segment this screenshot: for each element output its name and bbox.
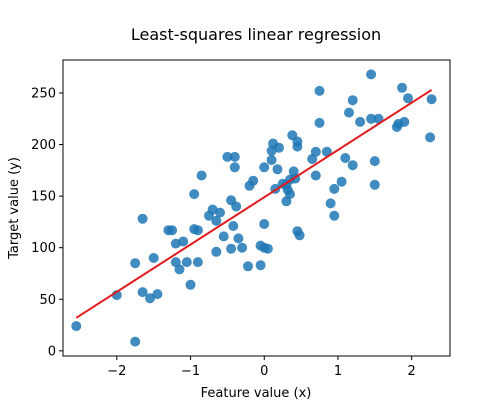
x-axis-label: Feature value (x): [201, 386, 312, 400]
x-tick-label: 2: [408, 364, 416, 379]
data-point: [174, 264, 185, 275]
data-point: [137, 287, 148, 298]
x-tick-label: 0: [260, 364, 268, 379]
data-point: [397, 82, 408, 93]
data-point: [189, 189, 200, 200]
data-point: [226, 243, 237, 254]
data-point: [399, 116, 410, 127]
data-point: [215, 207, 225, 218]
data-point: [403, 93, 413, 104]
data-point: [259, 162, 270, 173]
plot-frame: [62, 59, 451, 357]
y-tick-label: 100: [31, 241, 56, 256]
data-point: [369, 156, 380, 167]
data-point: [369, 179, 380, 190]
data-point: [211, 215, 222, 226]
y-tick-label: 150: [31, 190, 56, 205]
data-point: [192, 225, 203, 236]
x-tick-label: 1: [334, 364, 342, 379]
data-point: [255, 260, 266, 271]
data-point: [145, 293, 155, 304]
data-point: [292, 136, 303, 147]
data-point: [229, 151, 240, 162]
data-point: [340, 153, 351, 163]
data-point: [130, 258, 141, 269]
y-axis-label: Target value (y): [7, 157, 22, 260]
data-point: [248, 175, 259, 186]
data-point: [314, 85, 325, 96]
data-point: [294, 230, 305, 241]
data-point: [218, 231, 229, 242]
data-point: [425, 132, 436, 143]
y-tick-label: 200: [31, 138, 56, 153]
data-point: [71, 321, 82, 332]
data-point: [325, 198, 336, 209]
data-point: [167, 225, 178, 236]
data-point: [366, 113, 377, 124]
x-axis-ticks: −2 −1 0 1 2: [107, 356, 416, 379]
data-point: [336, 176, 347, 187]
data-point: [329, 210, 340, 221]
data-point: [152, 289, 163, 300]
data-point: [259, 219, 270, 229]
y-tick-label: 0: [48, 344, 56, 359]
data-point: [272, 164, 283, 175]
data-point: [222, 151, 233, 162]
data-point: [243, 261, 253, 272]
data-point: [148, 253, 159, 263]
data-point: [355, 116, 366, 127]
data-point: [366, 69, 377, 80]
data-point: [228, 221, 239, 231]
data-point: [196, 170, 207, 181]
y-axis-ticks: 0 50 100 150 200 250: [31, 87, 63, 359]
data-point: [137, 213, 148, 224]
data-point: [310, 170, 321, 181]
data-point: [237, 242, 248, 253]
data-point: [347, 95, 358, 106]
data-point: [329, 183, 340, 194]
y-tick-label: 50: [39, 293, 56, 308]
x-tick-label: −2: [107, 364, 126, 379]
data-point: [181, 257, 192, 268]
data-point: [266, 155, 277, 165]
data-point: [310, 146, 321, 157]
data-point: [130, 336, 141, 347]
x-tick-label: −1: [181, 364, 200, 379]
chart-title: Least-squares linear regression: [131, 25, 381, 44]
data-point: [231, 201, 242, 212]
data-point: [262, 243, 273, 254]
data-point: [344, 107, 354, 118]
data-point: [347, 160, 358, 171]
regression-line: [75, 89, 433, 319]
data-point: [185, 279, 196, 290]
data-point: [229, 162, 240, 173]
data-point: [178, 236, 189, 247]
data-point: [274, 142, 284, 153]
data-point: [211, 246, 222, 257]
y-tick-label: 250: [31, 87, 56, 102]
data-point: [426, 94, 437, 105]
data-point: [314, 117, 325, 128]
data-point: [192, 257, 203, 268]
fit-line-layer: [75, 89, 433, 319]
scatter-points: [71, 69, 437, 347]
data-point: [233, 233, 244, 244]
data-point: [285, 189, 295, 200]
